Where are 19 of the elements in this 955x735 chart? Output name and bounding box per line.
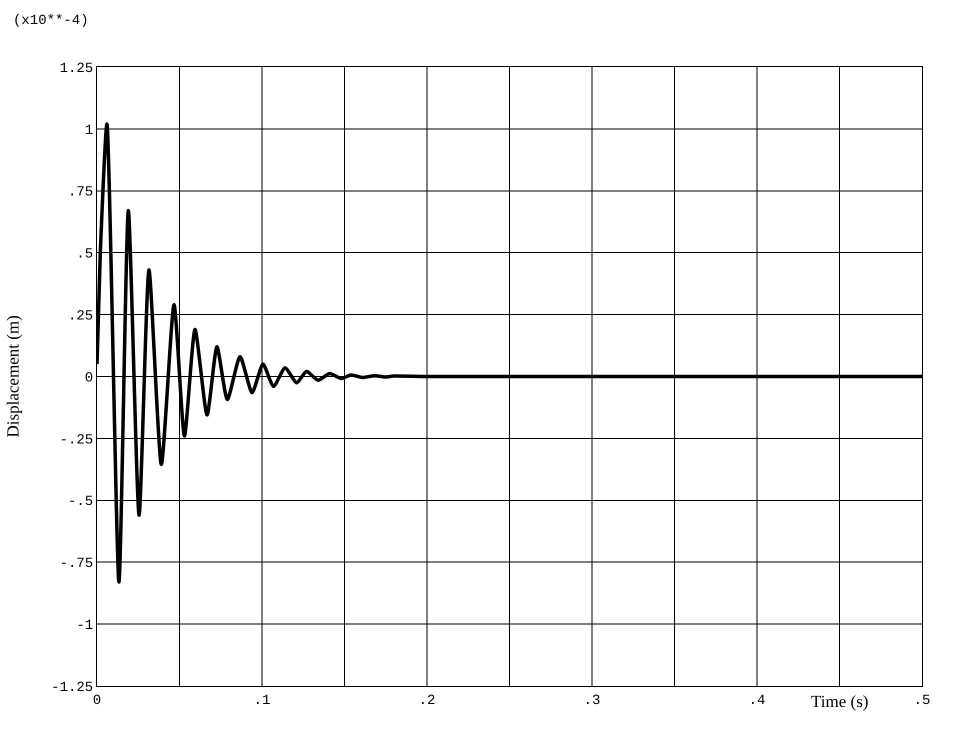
x-tick-label: .4 (748, 692, 766, 709)
x-tick-label: .5 (914, 692, 930, 709)
x-tick-label: .3 (584, 692, 600, 709)
y-tick-label: -.5 (68, 494, 94, 510)
x-axis-title: Time (s) (811, 692, 868, 711)
x-tick-label: .1 (254, 692, 270, 709)
x-tick-label: .2 (418, 692, 436, 709)
y-tick-label: -1 (76, 618, 94, 634)
y-tick-label: .75 (68, 184, 94, 201)
y-tick-label: -.25 (60, 432, 94, 448)
y-tick-label: 1.25 (60, 60, 94, 77)
y-tick-label: -1.25 (51, 680, 94, 696)
y-tick-label: 1 (84, 122, 94, 139)
y-tick-label: .5 (76, 246, 94, 263)
text: (x10**-4) (13, 13, 89, 29)
y-tick-label: -.75 (60, 556, 94, 572)
y-tick-label: 0 (84, 370, 94, 386)
y-axis-title: Displacement (m) (4, 315, 22, 438)
y-tick-label: .25 (68, 308, 94, 324)
